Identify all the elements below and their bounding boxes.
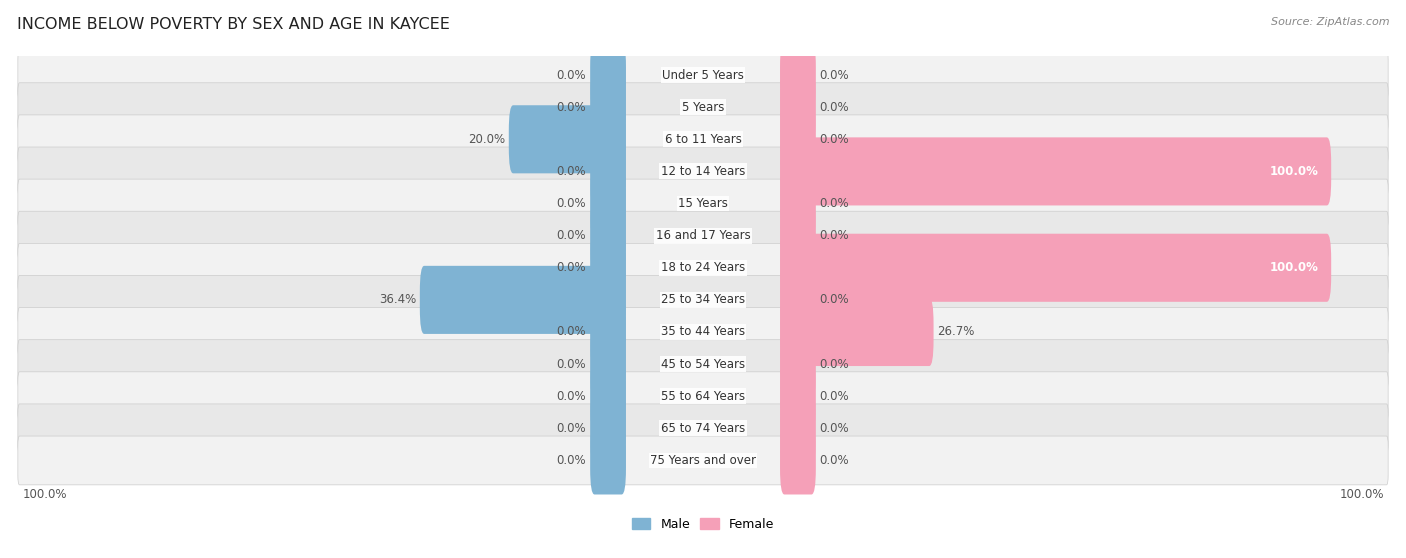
Text: 0.0%: 0.0% [820,422,849,435]
FancyBboxPatch shape [591,41,626,109]
FancyBboxPatch shape [18,372,1388,421]
FancyBboxPatch shape [18,83,1388,132]
Text: 20.0%: 20.0% [468,133,505,146]
Text: 15 Years: 15 Years [678,197,728,210]
Text: 55 to 64 Years: 55 to 64 Years [661,389,745,403]
Text: 0.0%: 0.0% [820,294,849,306]
FancyBboxPatch shape [780,41,815,109]
Text: 0.0%: 0.0% [557,197,586,210]
FancyBboxPatch shape [591,298,626,366]
FancyBboxPatch shape [780,362,815,430]
FancyBboxPatch shape [18,404,1388,453]
Text: 0.0%: 0.0% [557,165,586,178]
FancyBboxPatch shape [591,137,626,205]
FancyBboxPatch shape [780,170,815,238]
FancyBboxPatch shape [591,201,626,270]
FancyBboxPatch shape [18,243,1388,292]
FancyBboxPatch shape [780,298,934,366]
Text: 0.0%: 0.0% [557,261,586,275]
Text: 100.0%: 100.0% [1340,488,1384,501]
FancyBboxPatch shape [18,147,1388,196]
Text: 100.0%: 100.0% [1270,261,1319,275]
FancyBboxPatch shape [18,211,1388,260]
Text: 26.7%: 26.7% [938,325,974,339]
Text: 0.0%: 0.0% [557,422,586,435]
FancyBboxPatch shape [780,330,815,398]
Text: 0.0%: 0.0% [557,454,586,467]
FancyBboxPatch shape [420,266,626,334]
Text: 65 to 74 Years: 65 to 74 Years [661,422,745,435]
FancyBboxPatch shape [780,73,815,141]
Text: INCOME BELOW POVERTY BY SEX AND AGE IN KAYCEE: INCOME BELOW POVERTY BY SEX AND AGE IN K… [17,17,450,32]
FancyBboxPatch shape [509,105,626,174]
FancyBboxPatch shape [591,170,626,238]
Text: 5 Years: 5 Years [682,100,724,114]
Text: 45 to 54 Years: 45 to 54 Years [661,358,745,371]
FancyBboxPatch shape [18,51,1388,99]
FancyBboxPatch shape [18,307,1388,357]
FancyBboxPatch shape [780,426,815,494]
Text: 0.0%: 0.0% [557,69,586,81]
FancyBboxPatch shape [18,276,1388,324]
Text: 0.0%: 0.0% [820,389,849,403]
FancyBboxPatch shape [18,436,1388,485]
Text: 0.0%: 0.0% [557,229,586,242]
Text: 0.0%: 0.0% [557,389,586,403]
Text: 100.0%: 100.0% [22,488,66,501]
FancyBboxPatch shape [780,395,815,463]
FancyBboxPatch shape [780,105,815,174]
Text: 0.0%: 0.0% [820,69,849,81]
FancyBboxPatch shape [591,73,626,141]
Text: 36.4%: 36.4% [378,294,416,306]
FancyBboxPatch shape [591,234,626,302]
Text: 6 to 11 Years: 6 to 11 Years [665,133,741,146]
FancyBboxPatch shape [780,137,1331,205]
Text: 18 to 24 Years: 18 to 24 Years [661,261,745,275]
Text: 0.0%: 0.0% [557,358,586,371]
FancyBboxPatch shape [591,330,626,398]
Text: 0.0%: 0.0% [820,229,849,242]
FancyBboxPatch shape [780,266,815,334]
FancyBboxPatch shape [780,201,815,270]
Text: 16 and 17 Years: 16 and 17 Years [655,229,751,242]
FancyBboxPatch shape [780,234,1331,302]
FancyBboxPatch shape [591,395,626,463]
FancyBboxPatch shape [591,362,626,430]
FancyBboxPatch shape [18,340,1388,388]
FancyBboxPatch shape [18,115,1388,163]
Text: 75 Years and over: 75 Years and over [650,454,756,467]
Text: 0.0%: 0.0% [820,133,849,146]
Text: 12 to 14 Years: 12 to 14 Years [661,165,745,178]
FancyBboxPatch shape [18,179,1388,228]
Text: Under 5 Years: Under 5 Years [662,69,744,81]
Text: 0.0%: 0.0% [557,100,586,114]
Text: 0.0%: 0.0% [820,454,849,467]
Text: 35 to 44 Years: 35 to 44 Years [661,325,745,339]
Text: Source: ZipAtlas.com: Source: ZipAtlas.com [1271,17,1389,27]
Text: 0.0%: 0.0% [820,197,849,210]
Text: 0.0%: 0.0% [820,100,849,114]
Text: 25 to 34 Years: 25 to 34 Years [661,294,745,306]
Text: 100.0%: 100.0% [1270,165,1319,178]
FancyBboxPatch shape [591,426,626,494]
Text: 0.0%: 0.0% [557,325,586,339]
Legend: Male, Female: Male, Female [627,513,779,536]
Text: 0.0%: 0.0% [820,358,849,371]
